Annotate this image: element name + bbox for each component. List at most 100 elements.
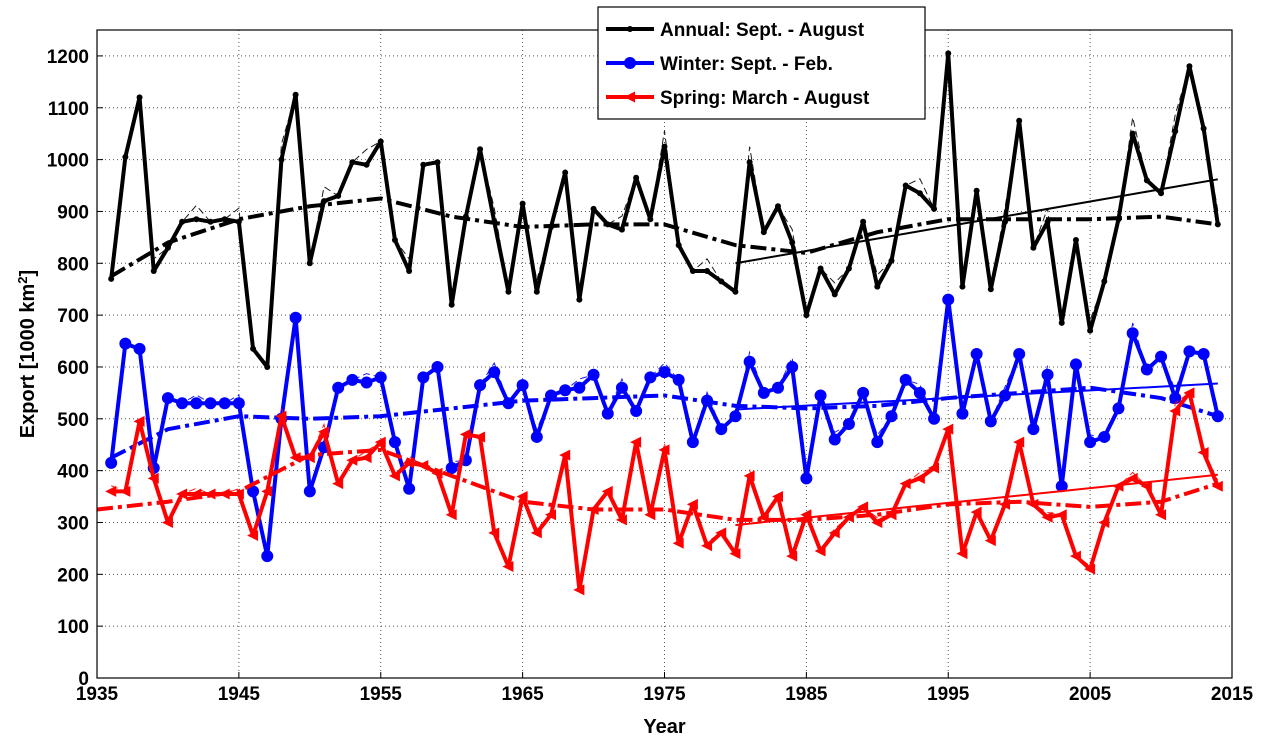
annual-point	[931, 205, 938, 212]
annual-point	[533, 288, 540, 295]
spring-point	[1112, 480, 1124, 492]
spring-series	[96, 387, 1223, 596]
spring-point	[1197, 446, 1209, 458]
spring-point	[332, 478, 344, 490]
spring-point	[1126, 472, 1138, 484]
annual-series	[108, 50, 1221, 370]
annual-point	[250, 345, 257, 352]
spring-point	[247, 529, 259, 541]
y-axis-title-main: Export [1000 km	[17, 284, 39, 439]
spring-point	[190, 488, 202, 500]
spring-point	[133, 415, 145, 427]
y-tick-labels: 0 100 200 300 400 500 600 700 800 900 1000 1100 1200	[47, 47, 89, 690]
annual-point	[505, 288, 512, 295]
spring-point	[672, 537, 684, 549]
winter-point	[388, 436, 401, 449]
winter-point	[1112, 402, 1125, 415]
spring-point	[1140, 480, 1152, 492]
spring-point	[1055, 509, 1067, 521]
winter-point	[956, 407, 969, 420]
winter-point	[1211, 410, 1224, 423]
winter-point	[970, 348, 983, 360]
annual-point	[973, 187, 980, 194]
winter-point	[658, 366, 671, 379]
annual-point	[391, 236, 398, 243]
spring-point	[232, 488, 244, 500]
annual-point	[292, 91, 299, 98]
spring-point	[1183, 387, 1195, 399]
annual-point	[321, 198, 327, 205]
spring-point	[431, 467, 443, 479]
spring-point	[970, 506, 982, 518]
winter-point	[1027, 423, 1040, 436]
winter-point	[686, 436, 699, 449]
winter-point	[644, 371, 657, 384]
legend-label: Annual: Sept. - August	[660, 20, 865, 41]
spring-point	[1069, 550, 1081, 562]
winter-point	[474, 379, 487, 392]
annual-point	[1214, 221, 1221, 228]
x-tick-label: 1965	[501, 684, 544, 705]
winter-point	[587, 368, 600, 381]
spring-point	[1027, 498, 1039, 510]
x-tick-label: 1935	[76, 684, 119, 705]
winter-point	[672, 373, 685, 386]
spring-point	[559, 449, 571, 461]
annual-point	[1200, 125, 1207, 132]
annual-point	[916, 190, 923, 197]
annual-point	[519, 200, 526, 207]
spring-point	[601, 485, 613, 497]
spring-point	[772, 491, 783, 503]
winter-point	[1155, 350, 1168, 363]
winter-point	[899, 373, 912, 386]
annual-point	[462, 213, 469, 220]
spring-point	[984, 535, 996, 547]
spring-point	[942, 423, 954, 435]
spring-point	[743, 470, 755, 482]
annual-point	[1115, 216, 1122, 223]
annual-point	[108, 275, 115, 282]
annual-smooth-curve	[110, 196, 1219, 278]
winter-point	[1183, 345, 1196, 358]
winter-point	[261, 550, 274, 563]
winter-point	[332, 381, 345, 394]
spring-point	[105, 485, 117, 497]
spring-point	[1041, 511, 1053, 523]
spring-point	[474, 431, 486, 443]
spring-point	[502, 561, 514, 573]
spring-point	[218, 488, 230, 500]
annual-point	[164, 244, 171, 251]
legend-swatch-marker	[627, 26, 633, 32]
annual-point	[1101, 278, 1108, 285]
spring-point	[530, 527, 542, 539]
spring-point	[275, 410, 287, 422]
winter-point	[743, 355, 756, 368]
annual-point	[803, 312, 810, 319]
annual-point	[789, 239, 796, 246]
annual-point	[661, 143, 668, 150]
spring-point	[630, 436, 642, 448]
annual-trend-line	[735, 178, 1218, 265]
winter-point	[133, 342, 146, 355]
annual-point	[817, 265, 824, 272]
spring-point	[360, 452, 372, 464]
legend-swatch-marker	[624, 91, 635, 103]
y-tick-label: 100	[57, 617, 89, 638]
spring-point	[786, 550, 798, 562]
spring-point	[516, 491, 528, 503]
winter-point	[360, 376, 373, 389]
series-layer	[96, 50, 1224, 596]
spring-point	[1155, 509, 1167, 521]
spring-point	[842, 511, 854, 523]
annual-point	[576, 296, 583, 303]
y-tick-label: 300	[57, 513, 89, 534]
annual-point	[363, 161, 370, 168]
winter-point	[1098, 430, 1111, 443]
x-tick-label: 2005	[1069, 684, 1112, 705]
spring-point	[828, 527, 840, 539]
annual-point	[1002, 218, 1008, 225]
annual-point	[902, 182, 909, 189]
y-tick-label: 1100	[48, 99, 89, 120]
annual-point	[1172, 128, 1179, 135]
winter-point	[190, 397, 203, 410]
